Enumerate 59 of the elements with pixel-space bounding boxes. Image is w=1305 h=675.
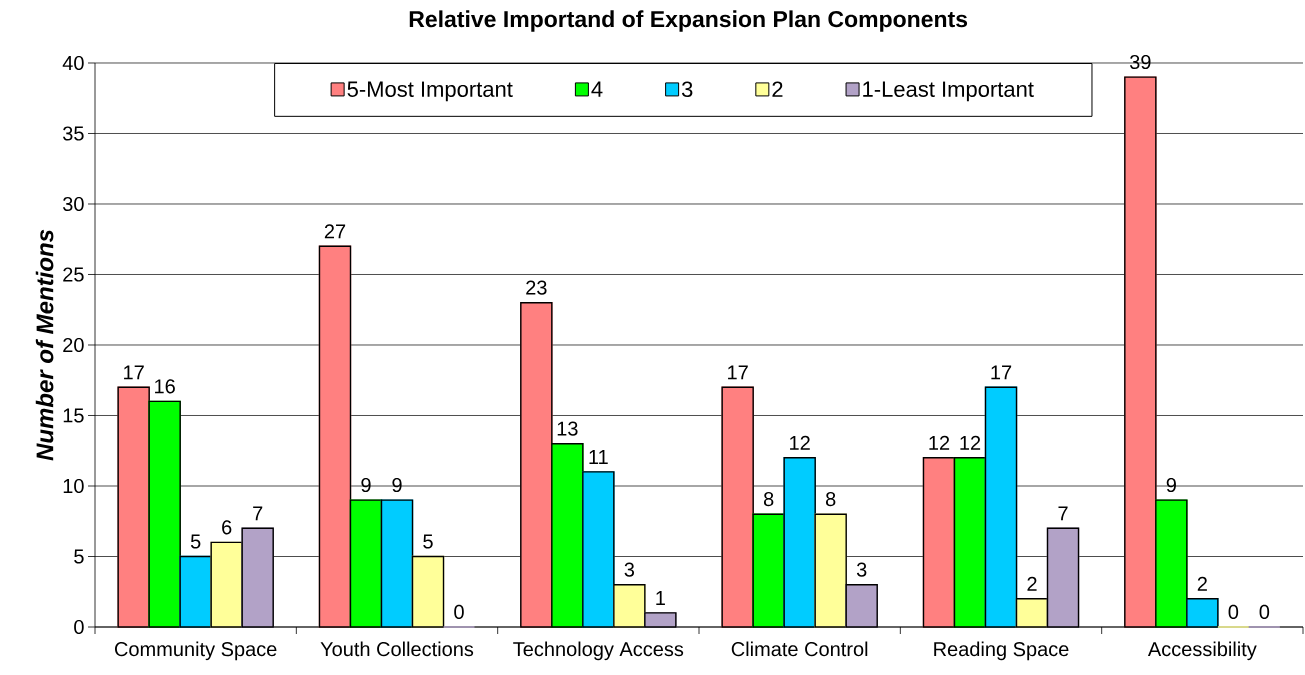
data-label: 17 [991, 365, 1012, 380]
data-label: 16 [155, 379, 175, 394]
legend-label: 5-Most Important [347, 81, 513, 102]
data-label: 3 [856, 562, 867, 577]
legend-label: 2 [772, 81, 783, 97]
bar [349, 499, 383, 628]
x-tick-label: Technology Access [513, 641, 684, 661]
x-tick-label: Climate Control [731, 641, 868, 657]
data-label: 17 [728, 365, 748, 380]
data-label: 7 [1058, 506, 1068, 521]
data-label: 0 [1228, 604, 1239, 619]
data-label: 13 [557, 421, 578, 436]
data-label: 8 [826, 492, 836, 507]
x-tick-label: Youth Collections [320, 641, 474, 657]
y-tick-label: 40 [62, 55, 84, 71]
data-label: 11 [589, 450, 608, 464]
data-label: 12 [929, 435, 950, 450]
y-tick-label: 30 [63, 196, 84, 212]
data-label: 5 [423, 534, 433, 549]
legend-label: 3 [681, 81, 693, 98]
bar [984, 386, 1018, 628]
y-tick-label: 20 [63, 337, 84, 353]
data-label: 0 [1259, 604, 1270, 619]
bar [380, 499, 414, 628]
y-tick-label: 0 [74, 619, 84, 635]
data-label: 12 [960, 435, 981, 450]
chart-title: Relative Importand of Expansion Plan Components [409, 10, 968, 32]
data-label: 39 [1129, 54, 1151, 70]
bar [1046, 527, 1080, 628]
x-tick-label: Community Space [114, 641, 277, 661]
data-label: 27 [324, 224, 346, 239]
bar [318, 245, 352, 628]
y-tick-label: 35 [63, 126, 84, 141]
data-label: 9 [392, 477, 402, 493]
legend-label: 1-Least Important [863, 81, 1034, 102]
y-tick-label: 15 [63, 408, 84, 423]
data-label: 3 [624, 562, 635, 577]
bar [922, 457, 956, 628]
legend-label: 4 [591, 81, 603, 97]
data-label: 17 [124, 365, 144, 380]
y-axis-title: Number of Mentions [35, 229, 54, 461]
data-label: 1 [656, 591, 665, 605]
bar [953, 457, 987, 628]
data-label: 0 [454, 604, 464, 619]
x-tick-label: Accessibility [1147, 641, 1257, 661]
x-tick-label: Reading Space [934, 641, 1069, 661]
data-label: 2 [1197, 576, 1207, 591]
data-label: 9 [361, 477, 371, 493]
y-tick-label: 25 [63, 267, 84, 282]
data-label: 8 [763, 492, 774, 507]
data-label: 23 [526, 280, 547, 295]
data-label: 7 [253, 506, 263, 521]
data-label: 12 [790, 435, 810, 450]
data-label: 5 [190, 534, 201, 549]
y-tick-label: 5 [74, 549, 84, 564]
data-label: 9 [1166, 477, 1176, 493]
data-label: 6 [222, 520, 232, 535]
data-label: 2 [1027, 576, 1037, 591]
y-tick-label: 10 [63, 478, 84, 494]
